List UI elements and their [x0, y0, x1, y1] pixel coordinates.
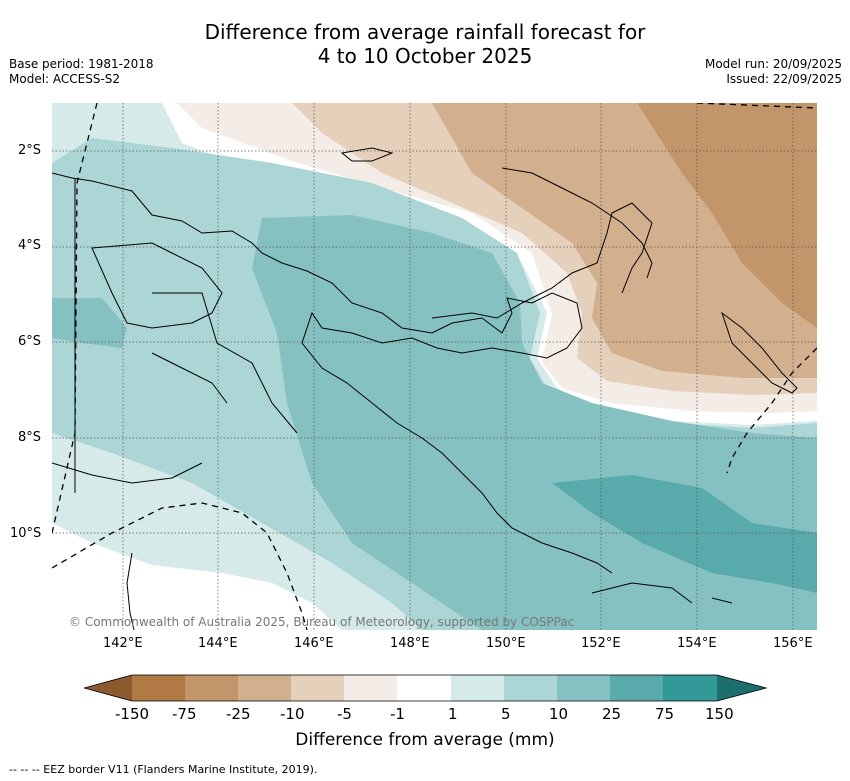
new-britain-coast — [431, 202, 653, 319]
zone-plus25 — [552, 475, 817, 593]
new-ireland-coast — [501, 167, 653, 279]
colorbar-segment-1 — [132, 675, 185, 701]
cbar-tick-4: -10 — [280, 705, 305, 723]
province-lines — [91, 242, 298, 434]
colorbar-segment-2 — [185, 675, 238, 701]
lat-label-6s: 6°S — [18, 334, 42, 349]
zone-plus10-west — [52, 298, 127, 348]
torres-strait-coast — [52, 462, 203, 484]
cbar-tick-11: 75 — [655, 705, 675, 723]
lon-label-156e: 156°E — [773, 636, 813, 651]
zone-minus25 — [637, 103, 817, 328]
colorbar — [84, 674, 768, 702]
colorbar-segment-8 — [504, 675, 557, 701]
cbar-tick-5: -5 — [337, 705, 352, 723]
rainfall-map: © Commonwealth of Australia 2025, Bureau… — [52, 103, 817, 630]
lon-label-152e: 152°E — [581, 636, 621, 651]
base-period: Base period: 1981-2018 — [9, 57, 154, 71]
graticule — [52, 103, 817, 630]
copyright-text: © Commonwealth of Australia 2025, Bureau… — [69, 615, 574, 629]
cbar-tick-8: 5 — [501, 705, 511, 723]
colorbar-segment-7 — [451, 675, 504, 701]
colorbar-extend-low — [84, 675, 132, 701]
colorbar-segment-5 — [344, 675, 397, 701]
zone-neutral-southwest — [52, 523, 342, 630]
colorbar-title: Difference from average (mm) — [295, 730, 555, 750]
colorbar-segment-4 — [291, 675, 344, 701]
cbar-tick-6: -1 — [390, 705, 405, 723]
meta-left: Base period: 1981-2018 Model: ACCESS-S2 — [9, 57, 154, 87]
issued-date: Issued: 22/09/2025 — [726, 72, 842, 86]
cbar-tick-1: -150 — [115, 705, 150, 723]
title-line-2: 4 to 10 October 2025 — [317, 44, 533, 68]
eez-borders — [52, 103, 817, 630]
louisiade-islands — [591, 582, 733, 604]
colorbar-segment-10 — [610, 675, 663, 701]
lat-label-8s: 8°S — [18, 430, 42, 445]
lon-label-144e: 144°E — [198, 636, 238, 651]
new-guinea-coast — [52, 172, 613, 574]
map-title: Difference from average rainfall forecas… — [0, 20, 850, 68]
colorbar-segment-6 — [397, 675, 451, 701]
cbar-tick-7: 1 — [448, 705, 458, 723]
title-line-1: Difference from average rainfall forecas… — [204, 20, 646, 44]
colorbar-extend-high — [717, 675, 766, 701]
model-run: Model run: 20/09/2025 — [704, 57, 842, 71]
bougainville-coast — [721, 311, 798, 394]
colorbar-outline — [84, 674, 768, 702]
manus-island — [340, 147, 394, 162]
colorbar-segment-9 — [557, 675, 610, 701]
cape-york-coast — [126, 552, 135, 630]
model-name: Model: ACCESS-S2 — [9, 72, 121, 86]
coastlines — [52, 147, 798, 630]
lon-label-142e: 142°E — [103, 636, 143, 651]
lat-label-4s: 4°S — [18, 238, 42, 253]
lat-label-10s: 10°S — [10, 526, 42, 541]
cbar-tick-2: -75 — [172, 705, 197, 723]
lon-label-148e: 148°E — [390, 636, 430, 651]
eez-legend: -- -- -- EEZ border V11 (Flanders Marine… — [9, 763, 318, 776]
lon-label-146e: 146°E — [294, 636, 334, 651]
cbar-tick-9: 10 — [549, 705, 569, 723]
lat-label-2s: 2°S — [18, 143, 42, 158]
colorbar-segment-11 — [663, 675, 717, 701]
meta-right: Model run: 20/09/2025 Issued: 22/09/2025 — [705, 57, 842, 87]
colorbar-segment-3 — [238, 675, 291, 701]
cbar-tick-3: -25 — [226, 705, 251, 723]
lon-label-150e: 150°E — [486, 636, 526, 651]
cbar-tick-10: 25 — [602, 705, 622, 723]
lon-label-154e: 154°E — [677, 636, 717, 651]
cbar-tick-12: 150 — [705, 705, 734, 723]
